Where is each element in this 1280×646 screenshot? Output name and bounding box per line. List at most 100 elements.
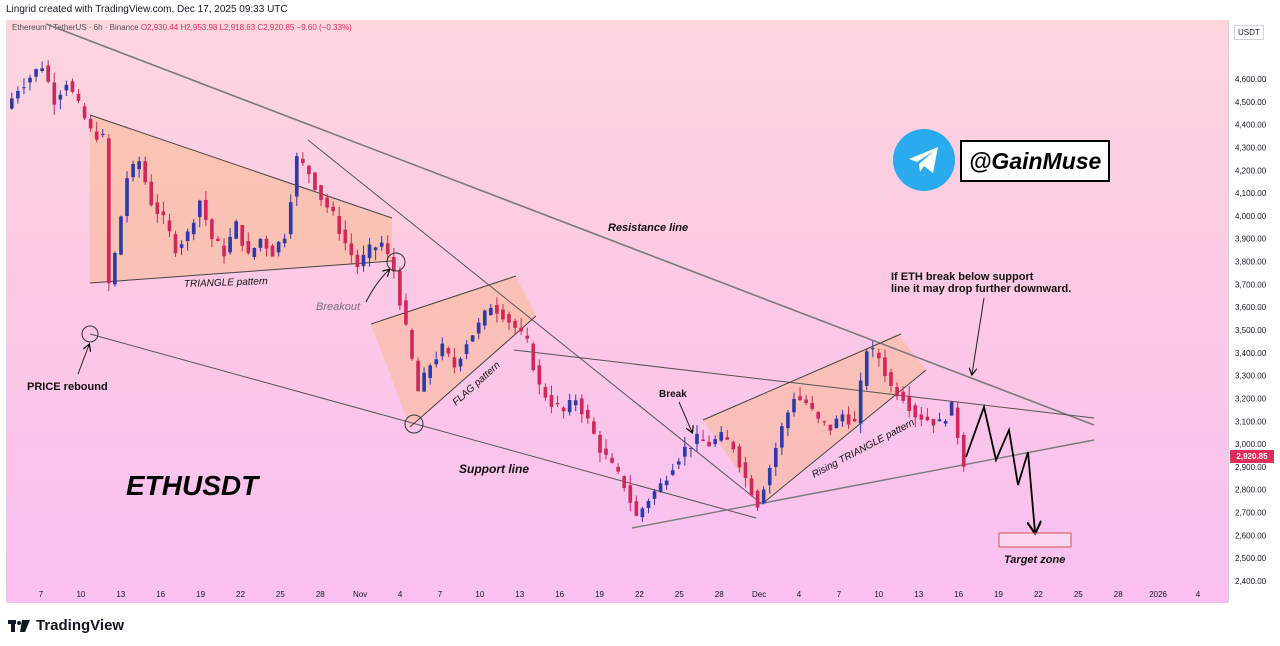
candle-down [634,501,639,516]
candle-up [10,98,14,109]
candle-down [895,387,899,397]
triangle-lower-line [89,260,393,284]
time-tick-label: 10 [76,590,85,599]
candle-down [391,256,396,272]
time-axis-svg: 7 10 13 16 19 22 25 28 Nov 4 7 10 13 16 19 22 25 28 Dec 4 7 1… [39,590,1201,599]
price-tick-label: 4,600.00 [1235,75,1267,84]
currency-label[interactable]: USDT [1234,25,1264,40]
candle-up [870,348,875,350]
tradingview-logo-icon [8,619,30,632]
note-line-1: If ETH break below support [891,271,1034,283]
candle-down [155,202,160,214]
symbol-label: Ethereum / TetherUS · 6h · Binance [12,23,139,32]
time-tick-label: 19 [196,590,205,599]
price-tick-label: 4,200.00 [1235,166,1267,175]
candle-down [901,391,905,401]
price-tick-label: 3,700.00 [1235,280,1267,289]
candle-down [355,254,360,268]
candle-up [689,447,693,449]
candle-down [337,215,342,234]
candle-up [767,467,772,486]
candle-down [313,172,317,190]
candle-down [555,403,560,405]
candle-up [373,247,378,251]
candle-up [786,412,790,429]
paper-plane-icon [909,147,938,173]
price-tick-label: 3,800.00 [1235,258,1267,267]
candle-up [234,221,238,239]
candle-up [58,94,63,100]
time-tick-label: 4 [398,590,403,599]
candle-down [107,138,111,284]
time-axis[interactable]: 7 10 13 16 19 22 25 28 Nov 4 7 10 13 16 19 22 25 28 Dec 4 7 1… [6,585,1228,603]
candle-down [707,441,711,447]
candle-down [622,476,627,489]
time-tick-label: 25 [675,590,684,599]
candle-up [22,87,26,89]
candle-down [586,409,590,419]
time-tick-label: 4 [797,590,802,599]
candle-down [385,243,390,255]
last-price-tag: 2,920.85 [1230,450,1274,463]
candle-down [925,416,930,421]
note-line-2: line it may drop further downward. [891,283,1071,295]
credit-bar: Lingrid created with TradingView.com, De… [0,0,1280,20]
candle-up [676,461,681,465]
candle-up [458,358,463,367]
candle-down [604,448,608,455]
time-tick-label: 16 [555,590,564,599]
time-tick-label: 4 [1196,590,1201,599]
candle-down [349,243,354,256]
candle-up [40,68,44,72]
candle-down [301,158,305,164]
candle-down [513,320,517,328]
tradingview-brand: TradingView [36,617,125,634]
price-axis[interactable]: USDT 2,400.00 2,500.00 2,600.00 2,700.00 2,8… [1228,20,1275,603]
candle-down [88,118,93,129]
target-zone-label: Target zone [1004,554,1065,566]
middle-resistance-line [513,349,1095,419]
candle-up [476,322,481,334]
candle-down [167,220,172,232]
ohlc-legend: Ethereum / TetherUS · 6h · Binance O2,93… [12,23,352,32]
candle-down [222,245,226,257]
time-tick-label: 7 [438,590,443,599]
candle-up [191,222,196,235]
candle-up [137,161,141,170]
candle-down [725,437,730,440]
time-tick-label: 25 [1074,590,1083,599]
candle-down [343,229,348,244]
tradingview-logo[interactable]: TradingView [8,617,124,634]
candle-up [428,365,433,378]
candle-up [470,335,475,342]
candle-down [549,395,554,407]
candle-down [961,434,966,467]
time-tick-label: 10 [475,590,484,599]
breakout-arrow [365,270,389,303]
candle-down [416,360,420,392]
candle-up [179,244,184,248]
candle-up [683,446,687,457]
candle-down [307,165,311,175]
time-tick-label: Dec [752,590,766,599]
candle-down [919,414,924,420]
candle-up [664,480,669,486]
candle-up [834,418,839,429]
chart-area[interactable]: Ethereum / TetherUS · 6h · Binance O2,93… [6,20,1228,603]
candle-down [264,238,269,249]
candle-down [846,414,851,425]
candle-up [276,241,281,253]
credit-text: Lingrid created with TradingView.com, De… [6,4,288,15]
candle-up [379,242,384,247]
candle-down [743,462,748,478]
candle-down [822,421,827,423]
candle-down [616,466,620,472]
rising-upper-line [702,333,902,421]
target-zone-box [998,532,1072,548]
time-tick-label: 10 [874,590,883,599]
candle-down [452,357,457,368]
candle-down [889,372,893,387]
candle-down [70,81,75,92]
time-tick-label: 22 [635,590,644,599]
candle-down [210,219,214,240]
